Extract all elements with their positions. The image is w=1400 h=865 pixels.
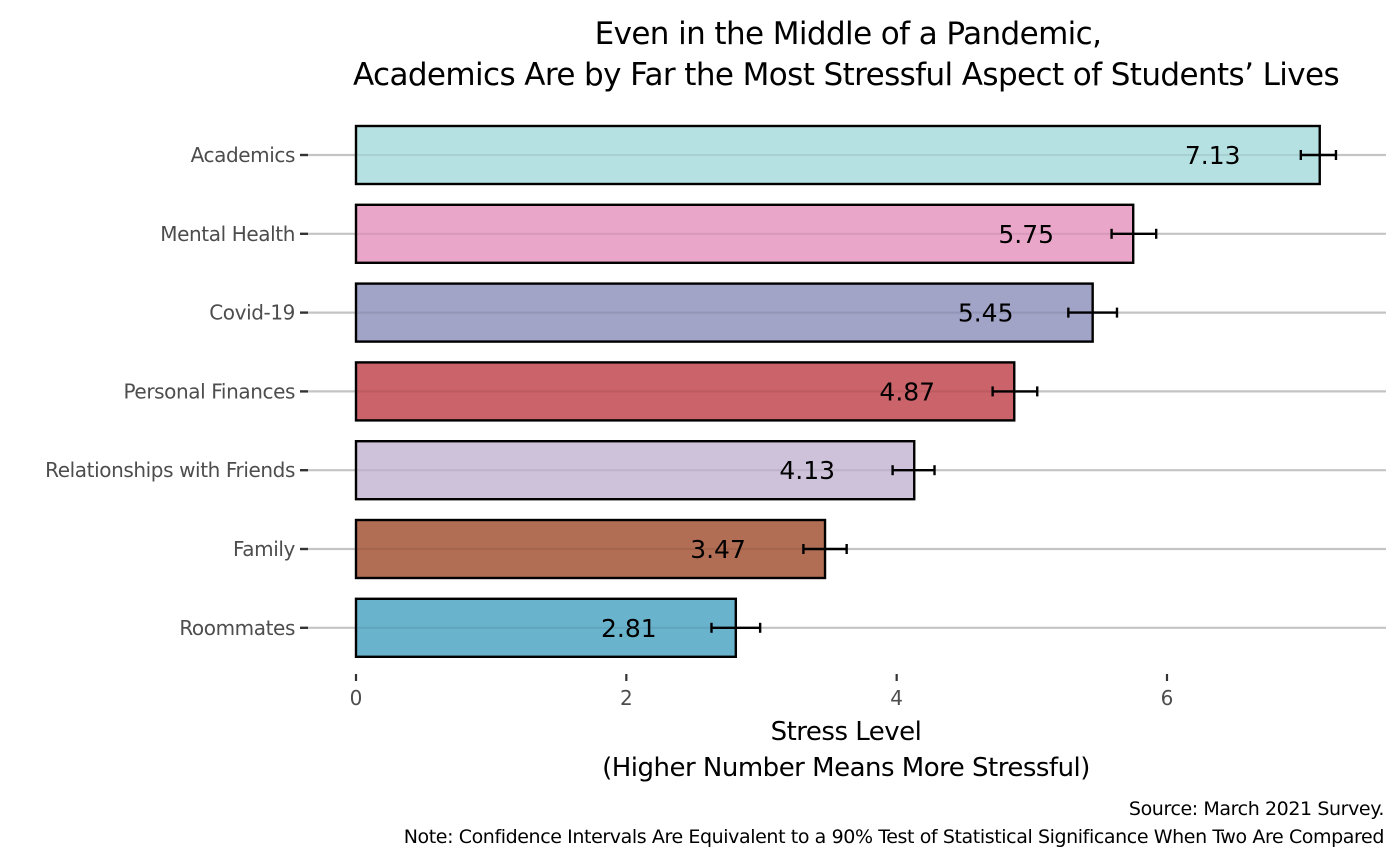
bar-relationships-with-friends (354, 440, 916, 501)
bar-academics (354, 124, 1321, 186)
bar-covid-19 (354, 282, 1094, 343)
y-axis: Academics Mental Health Covid-19 Personal F… (45, 143, 308, 640)
x-tick-label-0: 0 (350, 686, 363, 710)
y-tick-label-mental-health: Mental Health (160, 222, 295, 246)
caption: Source: March 2021 Survey. Note: Confide… (404, 798, 1385, 848)
y-tick-label-family: Family (233, 537, 296, 561)
error-bar-relationships-with-friends (891, 465, 936, 476)
y-tick-label-roommates: Roommates (179, 616, 295, 640)
x-axis-title-line-1: Stress Level (771, 717, 922, 747)
error-bars (710, 150, 1338, 633)
y-tick-label-relationships-with-friends: Relationships with Friends (45, 458, 295, 482)
y-tick-label-personal-finances: Personal Finances (123, 379, 295, 403)
error-bar-mental-health (1110, 228, 1158, 239)
x-axis-title-line-2: (Higher Number Means More Stressful) (602, 753, 1090, 783)
x-axis: 0 2 4 6 (350, 674, 1174, 710)
value-label-covid-19: 5.45 (958, 299, 1014, 328)
error-bar-family (802, 544, 848, 554)
value-labels: 7.13 5.75 5.45 4.87 4.13 3.47 2.81 (601, 141, 1241, 643)
y-tick-label-academics: Academics (191, 143, 295, 167)
bar-mental-health (354, 203, 1135, 265)
caption-source: Source: March 2021 Survey. (1129, 798, 1384, 820)
value-label-academics: 7.13 (1185, 141, 1241, 170)
value-label-roommates: 2.81 (601, 614, 657, 643)
chart-title-line-2: Academics Are by Far the Most Stressful … (353, 57, 1339, 93)
value-label-personal-finances: 4.87 (879, 377, 935, 406)
y-tick-label-covid-19: Covid-19 (209, 301, 295, 325)
value-label-relationships-with-friends: 4.13 (779, 456, 835, 485)
bar-personal-finances (354, 361, 1016, 422)
x-tick-label-4: 4 (890, 686, 903, 710)
x-tick-label-6: 6 (1161, 686, 1174, 710)
error-bar-roommates (710, 622, 762, 633)
value-label-mental-health: 5.75 (998, 220, 1054, 249)
error-bar-covid-19 (1067, 307, 1119, 318)
x-axis-title: Stress Level (Higher Number Means More S… (602, 717, 1090, 783)
x-tick-label-2: 2 (620, 686, 633, 710)
bar-family (354, 518, 827, 580)
error-bar-personal-finances (991, 386, 1039, 397)
chart-title: Even in the Middle of a Pandemic, Academ… (353, 16, 1340, 93)
value-label-family: 3.47 (690, 535, 746, 564)
error-bar-academics (1299, 150, 1338, 160)
caption-note: Note: Confidence Intervals Are Equivalen… (404, 826, 1384, 848)
chart-title-line-1: Even in the Middle of a Pandemic, (595, 16, 1102, 52)
bars (354, 124, 1321, 658)
